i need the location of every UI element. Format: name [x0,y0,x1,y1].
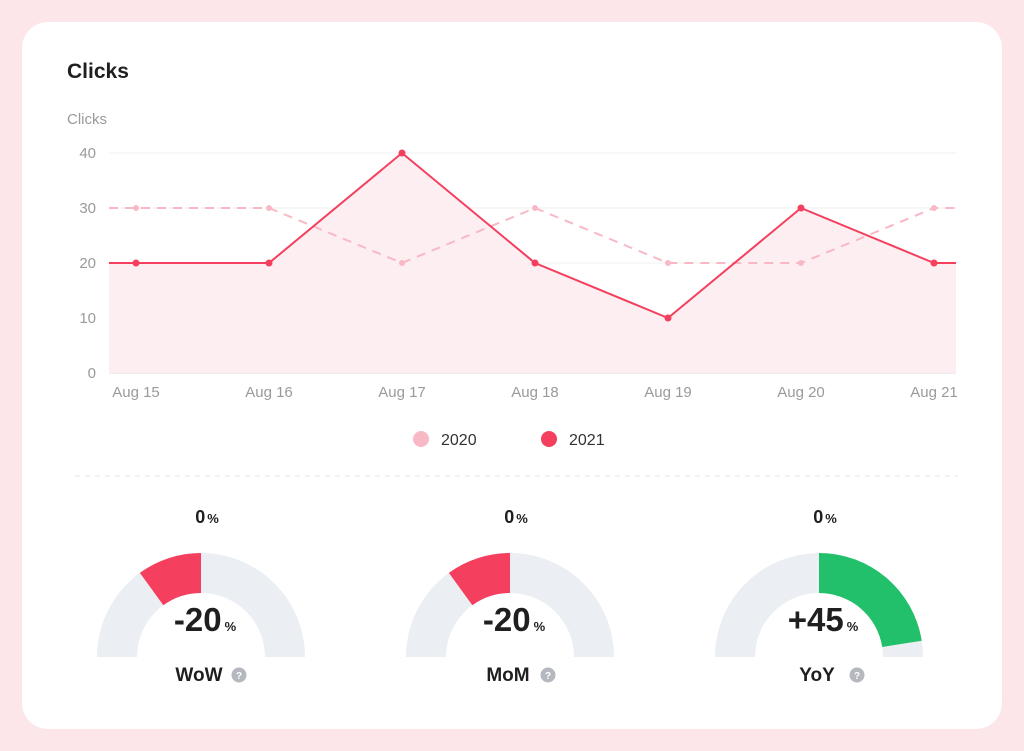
x-tick-label: Aug 21 [910,384,958,401]
gauge-label: MoM [486,665,529,686]
series-2020-point[interactable] [665,260,671,266]
help-circle-icon[interactable]: ? [540,667,556,683]
y-axis-label: Clicks [67,111,107,128]
x-tick-label: Aug 17 [378,384,426,401]
x-tick-label: Aug 16 [245,384,293,401]
gauge-start-unit: % [825,511,837,526]
gauge-start-label: 0% [813,507,837,527]
legend-item-2021[interactable]: 2021 [541,431,605,449]
series-2021-point[interactable] [398,149,406,157]
series-2020-point[interactable] [266,205,272,211]
series-2020-point[interactable] [798,260,804,266]
gauge-value-label: -20% [174,601,237,638]
series-2021-point[interactable] [132,259,140,267]
series-2021-point[interactable] [664,314,672,322]
help-circle-icon[interactable]: ? [849,667,865,683]
plot-area [109,149,956,373]
gauge-value: -20 [483,601,531,638]
chart-legend: 2020 2021 [413,431,605,449]
series-2020-point[interactable] [931,205,937,211]
gauge-mom: 0 %-20 %MoM? [406,507,614,686]
gauge-start-label: 0% [195,507,219,527]
gauge-value: -20 [174,601,222,638]
y-tick-label: 40 [79,145,96,162]
svg-text:?: ? [854,671,860,682]
gauge-unit: % [225,619,237,634]
gauge-label: WoW [175,665,222,686]
gauge-start-unit: % [516,511,528,526]
series-2021-point[interactable] [930,259,938,267]
gauge-start-unit: % [207,511,219,526]
x-tick-label: Aug 19 [644,384,692,401]
series-2021-point[interactable] [797,204,805,212]
legend-label: 2021 [569,432,605,449]
gauge-fill [139,553,201,606]
gauge-start-value: 0 [195,507,205,527]
y-tick-label: 10 [79,310,96,327]
svg-text:?: ? [545,671,551,682]
gauge-value-label: -20% [483,601,546,638]
clicks-card: Clicks [22,22,1002,729]
legend-label: 2020 [441,432,477,449]
legend-marker-icon [541,431,557,447]
gauges-row: 0 %-20 %WoW ?0 %-20 %MoM ?0 %+45 %YoY? [97,507,923,686]
gauge-label: YoY [799,665,835,686]
y-tick-label: 30 [79,200,96,217]
y-axis-ticks: 0 10 20 30 40 [79,145,96,382]
card-title: Clicks [67,60,129,83]
gauge-value-label: +45% [788,601,859,638]
legend-marker-icon [413,431,429,447]
gauge-fill [819,553,922,647]
gauge-wow: 0 %-20 %WoW? [97,507,305,686]
series-2020-point[interactable] [532,205,538,211]
gauge-unit: % [534,619,546,634]
x-axis-ticks: Aug 15 Aug 16 Aug 17 Aug 18 Aug 19 Aug 20 Aug … [112,384,958,401]
gauge-start-value: 0 [813,507,823,527]
x-tick-label: Aug 15 [112,384,160,401]
gauge-yoy: 0 %+45 %YoY? [715,507,923,686]
gauge-value: +45 [788,601,844,638]
series-2020-point[interactable] [399,260,405,266]
gauge-start-label: 0% [504,507,528,527]
series-2021-point[interactable] [531,259,539,267]
svg-text:?: ? [236,671,242,682]
gauge-fill [448,553,510,606]
y-tick-label: 0 [88,365,96,382]
series-2020-line [109,206,956,265]
legend-item-2020[interactable]: 2020 [413,431,477,449]
series-2021-point[interactable] [265,259,273,267]
y-tick-label: 20 [79,255,96,272]
gauge-start-value: 0 [504,507,514,527]
gauge-unit: % [847,619,859,634]
series-2020-point[interactable] [133,205,139,211]
help-circle-icon[interactable]: ? [231,667,247,683]
x-tick-label: Aug 18 [511,384,559,401]
x-tick-label: Aug 20 [777,384,825,401]
